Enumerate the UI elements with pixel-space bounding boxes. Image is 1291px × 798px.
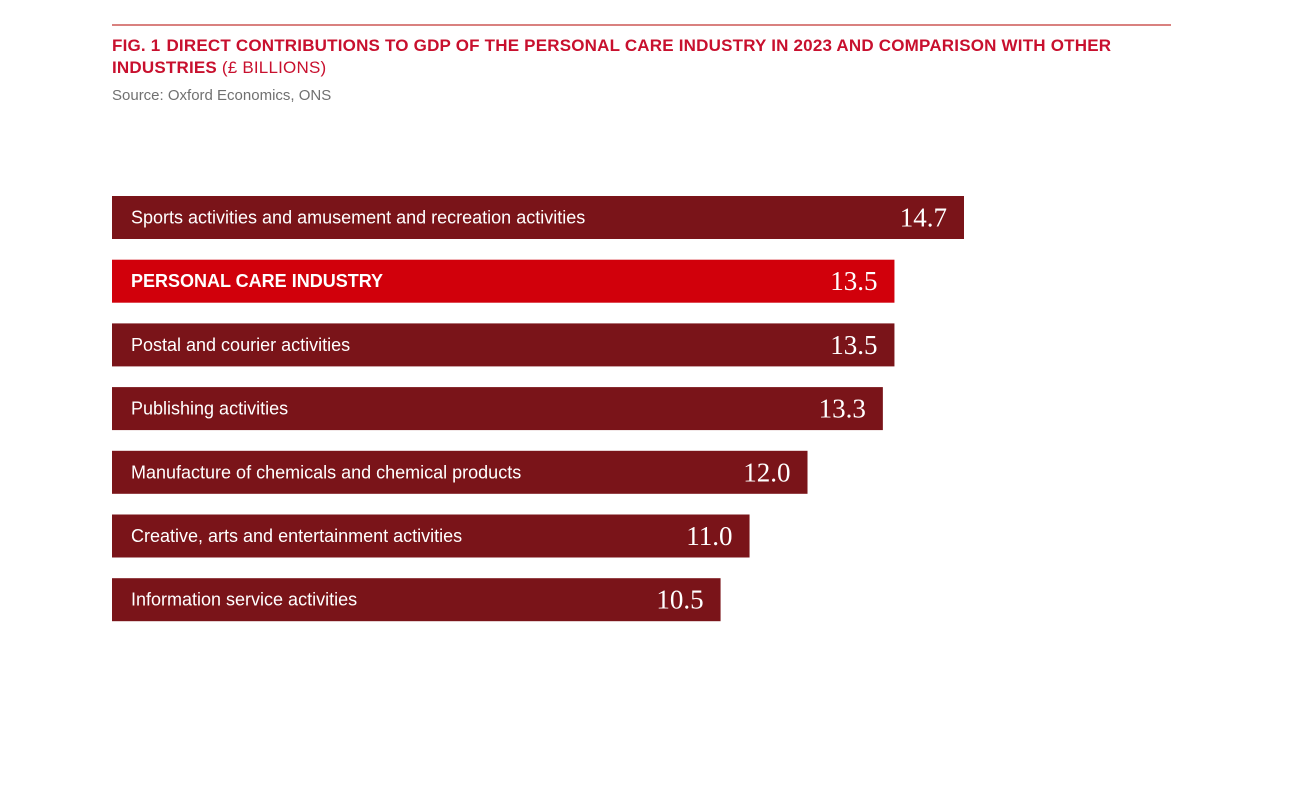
bar-label-5: Creative, arts and entertainment activit… xyxy=(131,526,462,546)
top-rule xyxy=(112,24,1171,26)
bar-value-1: 13.5 xyxy=(830,266,877,296)
bar-3 xyxy=(112,387,883,431)
bar-4 xyxy=(112,450,808,494)
figure-title-text: DIRECT CONTRIBUTIONS TO GDP OF THE PERSO… xyxy=(112,36,1112,77)
bar-6 xyxy=(112,578,721,622)
bar-label-0: Sports activities and amusement and recr… xyxy=(131,208,585,228)
bar-1 xyxy=(112,259,895,303)
bar-value-6: 10.5 xyxy=(656,585,703,615)
bar-value-4: 12.0 xyxy=(743,457,790,487)
bar-label-2: Postal and courier activities xyxy=(131,335,350,355)
bar-value-0: 14.7 xyxy=(900,203,947,233)
bar-0 xyxy=(112,196,964,239)
bar-label-4: Manufacture of chemicals and chemical pr… xyxy=(131,462,521,482)
bar-value-5: 11.0 xyxy=(686,521,732,551)
bar-value-3: 13.3 xyxy=(819,394,866,424)
bar-label-6: Information service activities xyxy=(131,590,357,610)
bar-label-1: PERSONAL CARE INDUSTRY xyxy=(131,271,383,291)
source-note: Source: Oxford Economics, ONS xyxy=(112,87,332,104)
figure-unit: (£ BILLIONS) xyxy=(221,58,327,77)
figure-title: FIG. 1 DIRECT CONTRIBUTIONS TO GDP OF THE… xyxy=(112,35,1152,79)
bar-2 xyxy=(112,323,895,367)
bar-5 xyxy=(112,514,750,558)
bar-label-3: Publishing activities xyxy=(131,399,288,419)
figure-number: FIG. 1 xyxy=(112,36,161,55)
bar-value-2: 13.5 xyxy=(830,330,877,360)
